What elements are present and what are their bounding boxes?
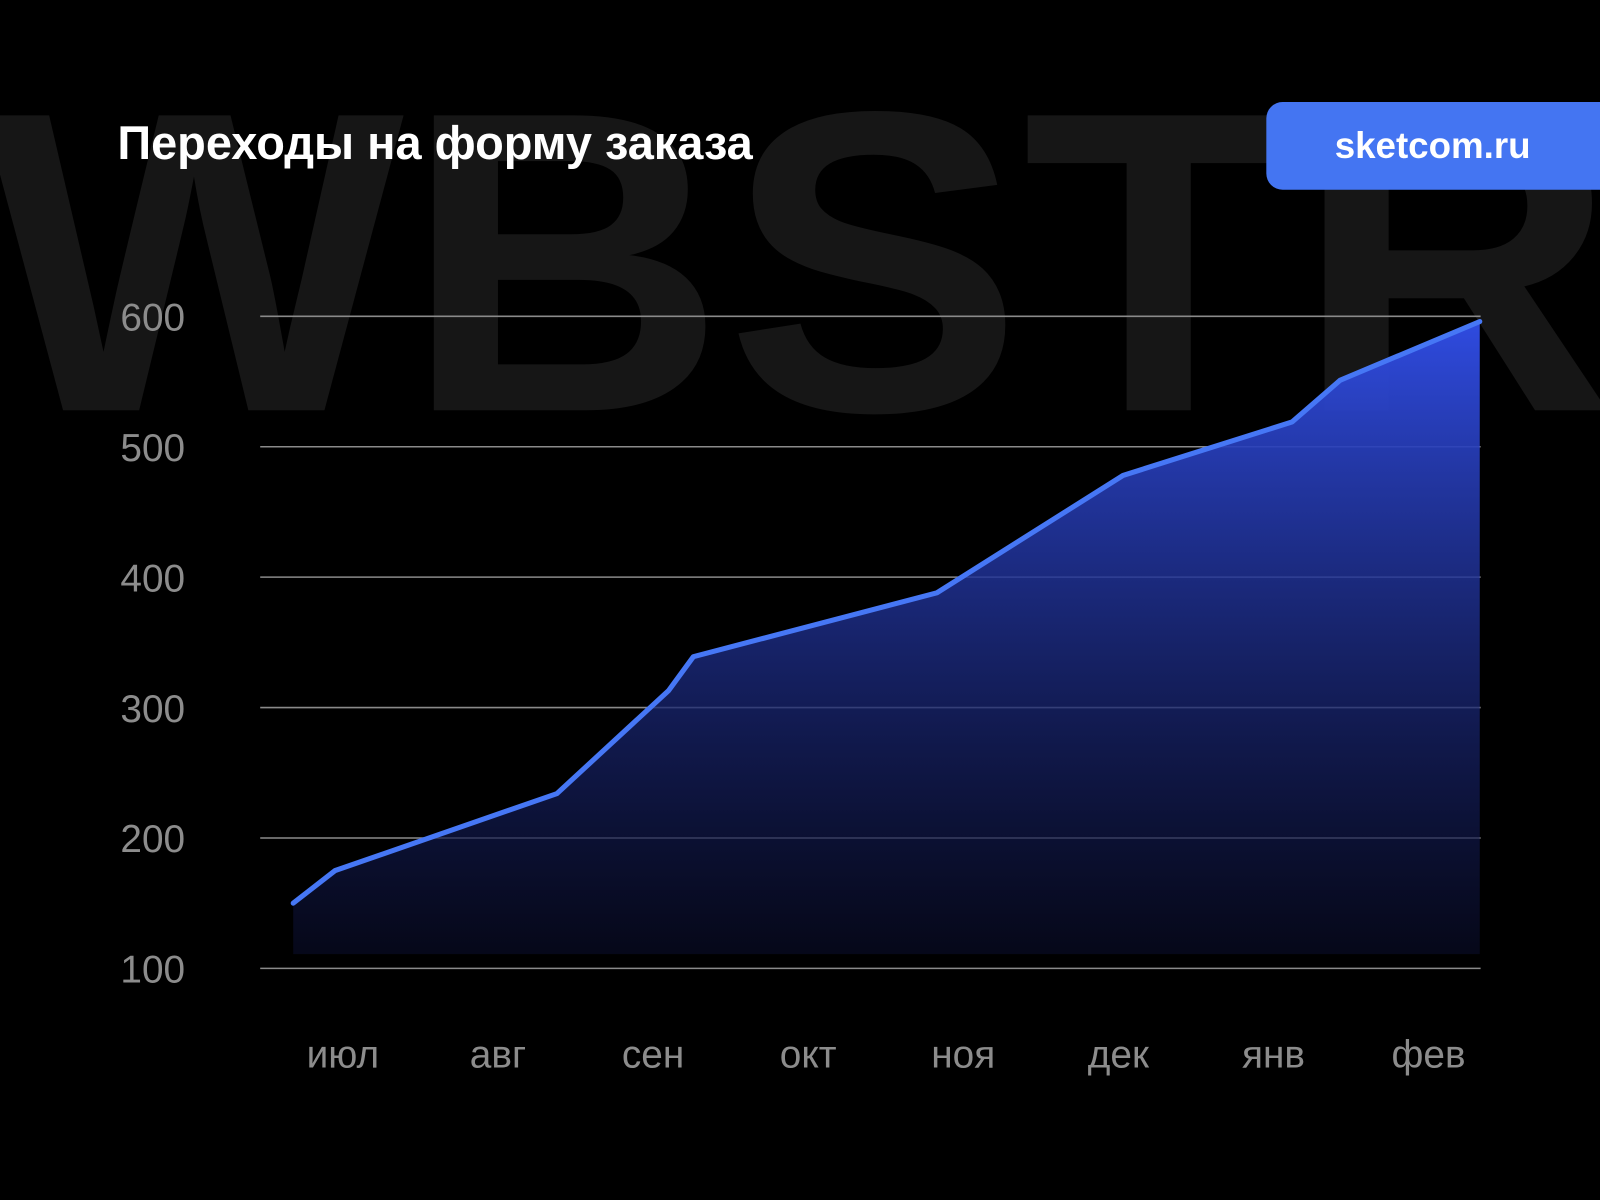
- series: [290, 318, 1483, 955]
- y-tick-label: 200: [120, 818, 185, 861]
- x-tick-label: янв: [1242, 1033, 1305, 1076]
- y-tick-label: 600: [120, 297, 185, 340]
- area-fill: [293, 321, 1480, 955]
- series-line: [290, 318, 1483, 906]
- x-tick-label: июл: [307, 1033, 380, 1076]
- chart-title: Переходы на форму заказа: [117, 117, 753, 169]
- y-tick-label: 500: [120, 427, 185, 470]
- x-tick-label: ноя: [931, 1033, 995, 1076]
- x-tick-label: окт: [780, 1033, 837, 1076]
- y-tick-label: 400: [120, 557, 185, 600]
- x-tick-label: сен: [622, 1033, 684, 1076]
- badge[interactable]: sketcom.ru: [1266, 102, 1600, 190]
- badge-label[interactable]: sketcom.ru: [1335, 125, 1531, 166]
- y-tick-label: 300: [120, 688, 185, 731]
- x-axis: июл авг сен окт ноя дек янв фев: [307, 1033, 1466, 1076]
- x-tick-label: фев: [1392, 1033, 1466, 1076]
- y-axis: 100 200 300 400 500 600: [120, 297, 185, 992]
- badge-background: [1266, 102, 1600, 190]
- x-tick-label: авг: [470, 1033, 526, 1076]
- y-tick-label: 100: [120, 949, 185, 992]
- x-tick-label: дек: [1088, 1033, 1150, 1076]
